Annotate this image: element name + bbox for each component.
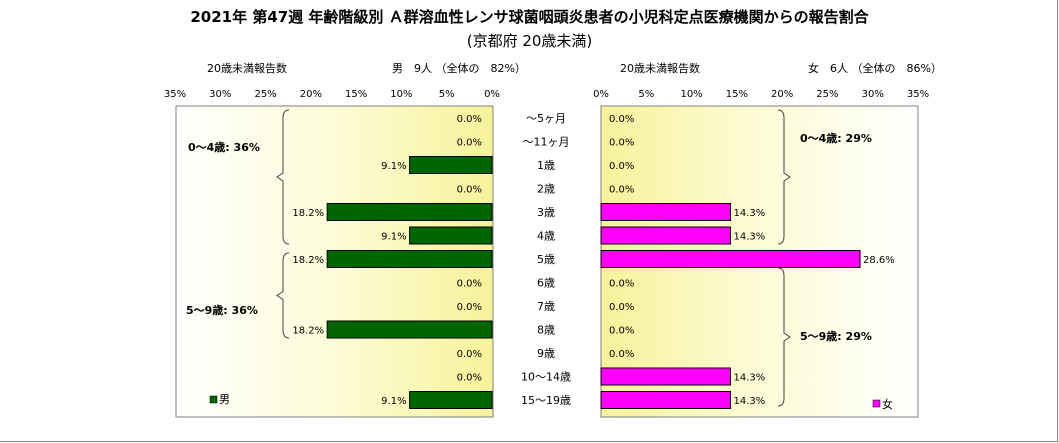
category-label: 9歳: [537, 347, 555, 360]
female-axis-tick: 30%: [862, 89, 884, 100]
female-value-label: 14.3%: [734, 396, 766, 407]
female-bracket-0-4: [777, 109, 791, 245]
female-value-label: 0.0%: [609, 161, 634, 172]
category-label: 7歳: [537, 300, 555, 313]
male-value-label: 18.2%: [292, 208, 324, 219]
female-axis-tick: 15%: [726, 89, 748, 100]
female-value-label: 0.0%: [609, 326, 634, 337]
male-bar: [409, 156, 493, 174]
male-value-label: 9.1%: [381, 232, 406, 243]
female-group-5-9: 5～9歳: 29%: [800, 329, 872, 343]
male-value-label: 0.0%: [457, 279, 482, 290]
female-value-label: 0.0%: [609, 279, 634, 290]
category-label: 15～19歳: [521, 394, 571, 407]
female-value-label: 0.0%: [609, 185, 634, 196]
female-axis-tick: 0%: [593, 89, 609, 100]
category-label: ～5ヶ月: [526, 112, 566, 125]
female-value-label: 0.0%: [609, 349, 634, 360]
male-value-label: 0.0%: [457, 373, 482, 384]
female-bracket-5-9: [777, 267, 791, 407]
male-group-5-9: 5～9歳: 36%: [186, 303, 258, 317]
category-label: 5歳: [537, 253, 555, 266]
male-value-label: 0.0%: [457, 349, 482, 360]
male-value-label: 18.2%: [292, 255, 324, 266]
female-value-label: 14.3%: [734, 208, 766, 219]
category-label: ～11ヶ月: [523, 136, 570, 149]
male-value-label: 9.1%: [381, 396, 406, 407]
male-bar: [326, 320, 493, 339]
female-legend-label: 女: [882, 397, 893, 411]
female-bar: [600, 391, 732, 409]
male-legend-swatch: [209, 395, 218, 404]
male-bar: [326, 250, 493, 268]
male-axis-tick: 20%: [300, 89, 322, 100]
male-axis-tick: 30%: [209, 89, 231, 100]
female-axis-tick: 20%: [771, 89, 793, 100]
female-axis-tick: 10%: [680, 89, 702, 100]
male-value-label: 0.0%: [457, 185, 482, 196]
male-count-header: 20歳未満報告数: [207, 62, 287, 75]
male-value-label: 18.2%: [292, 326, 324, 337]
female-bar: [600, 203, 732, 221]
male-bracket-0-4: [276, 109, 290, 245]
male-axis-tick: 0%: [484, 89, 500, 100]
male-axis-tick: 5%: [439, 89, 455, 100]
category-label: 1歳: [537, 159, 555, 172]
female-bar: [600, 226, 732, 245]
male-group-0-4: 0～4歳: 36%: [188, 140, 260, 154]
female-bar: [600, 367, 732, 386]
male-value-label: 0.0%: [457, 138, 482, 149]
male-value-label: 0.0%: [457, 302, 482, 313]
female-legend-swatch: [872, 399, 881, 408]
category-label: 3歳: [537, 206, 555, 219]
chart-subtitle: (京都府 20歳未満): [466, 32, 593, 50]
male-total-header: 男 9人 （全体の 82%）: [392, 62, 526, 75]
female-value-label: 14.3%: [734, 232, 766, 243]
category-label: 4歳: [537, 230, 555, 243]
category-label: 8歳: [537, 324, 555, 337]
male-axis-tick: 25%: [254, 89, 276, 100]
female-value-label: 0.0%: [609, 302, 634, 313]
male-bar: [409, 226, 493, 245]
male-bar: [409, 391, 493, 409]
male-value-label: 9.1%: [381, 161, 406, 172]
female-axis-tick: 35%: [907, 89, 929, 100]
female-bar: [600, 250, 861, 268]
male-bar: [326, 203, 493, 221]
male-bracket-5-9: [276, 252, 290, 339]
female-value-label: 0.0%: [609, 114, 634, 125]
female-value-label: 14.3%: [734, 373, 766, 384]
male-legend-label: 男: [219, 393, 230, 406]
female-axis-tick: 5%: [638, 89, 654, 100]
male-axis-tick: 15%: [345, 89, 367, 100]
female-value-label: 28.6%: [863, 255, 895, 266]
female-count-header: 20歳未満報告数: [620, 62, 700, 75]
male-axis-tick: 10%: [390, 89, 412, 100]
category-label: 10～14歳: [521, 371, 571, 384]
male-value-label: 0.0%: [457, 114, 482, 125]
chart-title: 2021年 第47週 年齢階級別 Ａ群溶血性レンサ球菌咽頭炎患者の小児科定点医療…: [190, 8, 869, 26]
female-total-header: 女 6人 （全体の 86%）: [808, 62, 942, 75]
female-group-0-4: 0～4歳: 29%: [800, 131, 872, 145]
female-value-label: 0.0%: [609, 138, 634, 149]
category-label: 2歳: [537, 183, 555, 196]
category-label: 6歳: [537, 277, 555, 290]
male-axis-tick: 35%: [164, 89, 186, 100]
female-axis-tick: 25%: [816, 89, 838, 100]
